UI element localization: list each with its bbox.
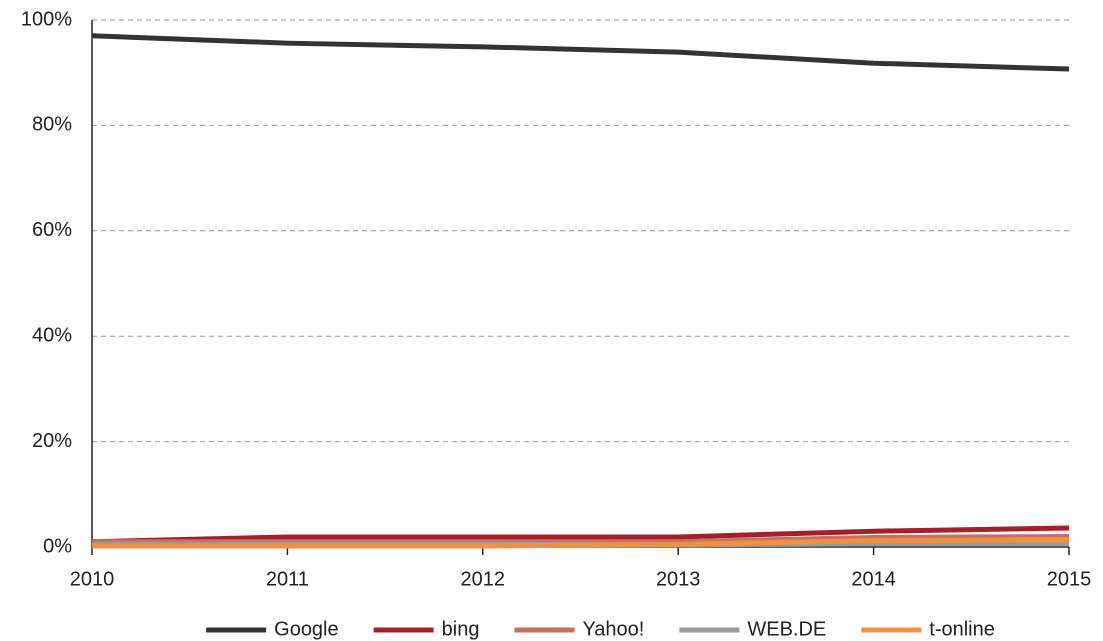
series-line bbox=[92, 537, 1070, 549]
legend-label: bing bbox=[442, 618, 480, 640]
y-tick-label: 80% bbox=[32, 114, 72, 136]
legend-label: Yahoo! bbox=[582, 618, 644, 640]
y-tick-label: 20% bbox=[32, 430, 72, 452]
legend-label: WEB.DE bbox=[747, 618, 826, 640]
legend: Google bing Yahoo! WEB.DE t-online bbox=[206, 618, 995, 640]
x-tick-label: 2014 bbox=[851, 568, 896, 590]
y-tick-label: 40% bbox=[32, 324, 72, 346]
series-line bbox=[91, 525, 1070, 545]
x-tick-label: 2011 bbox=[266, 568, 309, 590]
x-tick-label: 2012 bbox=[461, 568, 506, 590]
x-tick-label: 2010 bbox=[70, 568, 115, 590]
x-tick-label: 2015 bbox=[1047, 568, 1092, 590]
y-tick-label: 60% bbox=[32, 219, 72, 241]
series-line bbox=[91, 33, 1070, 72]
x-tick-label: 2013 bbox=[656, 568, 701, 590]
y-tick-label: 100% bbox=[21, 8, 72, 30]
series-line bbox=[92, 533, 1070, 545]
legend-label: Google bbox=[274, 618, 339, 640]
legend-label: t-online bbox=[929, 618, 995, 640]
y-tick-label: 0% bbox=[43, 535, 72, 557]
